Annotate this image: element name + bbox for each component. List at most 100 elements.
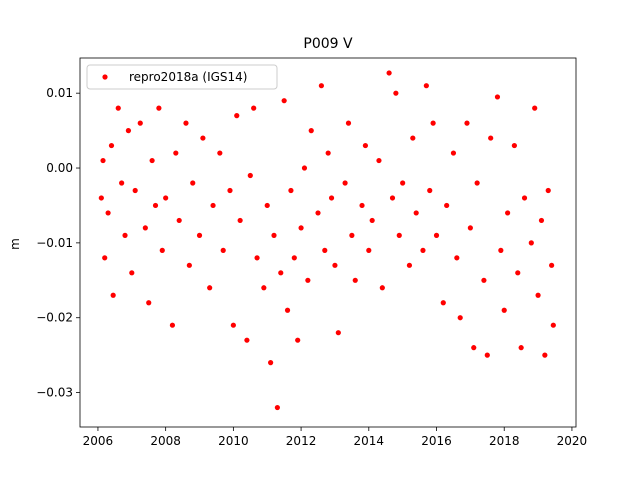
data-point [396, 232, 402, 238]
data-point [115, 105, 121, 111]
data-point [457, 315, 463, 321]
data-point [210, 202, 216, 209]
data-point [345, 120, 352, 126]
data-point [108, 142, 115, 149]
x-tick-label: 2012 [286, 434, 317, 448]
data-point [532, 105, 538, 111]
y-tick-label: −0.01 [36, 236, 73, 250]
data-point [406, 262, 413, 268]
data-point [549, 262, 555, 268]
data-point [220, 247, 226, 253]
data-point [159, 247, 165, 253]
data-point [281, 98, 287, 104]
data-point [230, 322, 236, 328]
data-point [467, 225, 473, 231]
data-point [217, 150, 223, 156]
data-point [288, 187, 294, 194]
data-point [173, 150, 179, 156]
x-tick-label: 2018 [489, 434, 520, 448]
data-point [261, 285, 267, 291]
data-point [376, 157, 382, 164]
data-point [176, 217, 182, 224]
data-point [156, 105, 162, 111]
data-point [122, 232, 128, 238]
plot-frame [79, 57, 577, 428]
x-tick-label: 2010 [218, 434, 249, 448]
data-point [545, 187, 551, 194]
data-point [142, 225, 148, 231]
data-point [518, 345, 524, 351]
data-point [440, 300, 446, 306]
data-point [100, 157, 106, 164]
data-point [335, 330, 341, 336]
x-tick-label: 2020 [557, 434, 588, 448]
data-point [308, 128, 314, 134]
data-point [129, 270, 135, 276]
data-point [542, 352, 548, 358]
y-tick-label: −0.02 [36, 311, 73, 325]
data-point [471, 345, 477, 351]
data-point [301, 165, 308, 171]
x-tick-label: 2016 [421, 434, 452, 448]
data-point [295, 337, 301, 343]
data-point [264, 202, 270, 209]
data-point [369, 217, 375, 224]
data-point [386, 70, 392, 76]
data-point [268, 360, 274, 366]
y-tick-label: 0.00 [46, 161, 73, 175]
data-point [298, 225, 304, 231]
data-point [538, 217, 545, 224]
data-point [413, 210, 419, 216]
data-point [305, 277, 311, 283]
data-point [464, 120, 470, 126]
data-point [521, 195, 528, 201]
data-point [410, 135, 416, 141]
data-point [251, 105, 257, 111]
data-point [535, 292, 541, 298]
data-point [132, 187, 138, 194]
data-point [291, 255, 297, 261]
data-point [119, 180, 125, 186]
data-point [420, 247, 426, 253]
data-point [342, 180, 348, 186]
data-point [515, 270, 521, 276]
data-point [325, 150, 331, 156]
data-point [450, 150, 457, 156]
data-point [110, 292, 116, 298]
data-point [379, 285, 385, 291]
chart-title: P009 V [303, 36, 353, 52]
data-point [488, 135, 494, 141]
data-point [196, 232, 203, 238]
data-point [349, 232, 355, 238]
data-point [433, 232, 440, 238]
y-axis-label: m [8, 238, 22, 250]
data-point [430, 120, 436, 126]
data-point [149, 157, 155, 164]
data-point [318, 83, 324, 89]
data-point [332, 262, 338, 268]
data-point [244, 337, 250, 343]
data-point [169, 322, 176, 328]
data-point [98, 195, 104, 201]
legend-box [86, 64, 278, 90]
data-point [550, 322, 556, 328]
data-point [105, 210, 111, 216]
data-point [328, 195, 335, 201]
data-point [315, 210, 321, 216]
data-point [207, 285, 213, 291]
data-point [186, 262, 192, 268]
legend-marker [102, 74, 108, 80]
data-point [234, 113, 240, 119]
data-point [481, 277, 487, 283]
data-point [366, 247, 372, 253]
data-point [183, 120, 189, 126]
data-point [271, 232, 277, 238]
data-point [125, 128, 132, 134]
data-point [352, 277, 358, 283]
data-point [359, 202, 365, 209]
data-point [362, 142, 369, 149]
data-point [474, 180, 480, 186]
data-point [511, 142, 517, 149]
data-point [190, 180, 196, 186]
data-point [274, 404, 280, 411]
